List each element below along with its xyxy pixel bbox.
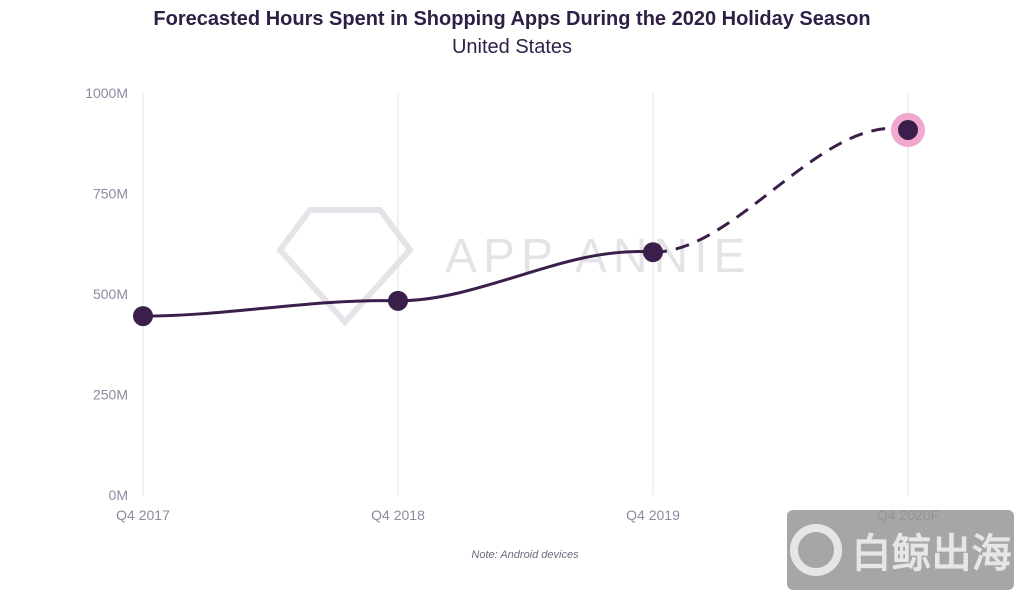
chart-subtitle: United States [451,36,573,58]
data-point [133,306,153,327]
y-tick-label: 0M [109,487,128,503]
forecast-line-segment [652,126,909,254]
line-segment [142,299,399,318]
chart-note: Note: Android devices [471,549,579,561]
x-tick-label: Q4 2018 [371,507,425,523]
line-segment [397,250,654,303]
y-tick-label: 1000M [85,85,128,101]
data-point [643,242,663,263]
y-tick-label: 250M [93,387,128,403]
data-point [898,119,918,140]
app-annie-watermark: APP ANNIE [276,207,746,327]
y-tick-label: 500M [93,286,128,302]
logo-icon [789,524,842,576]
x-tick-label: Q4 2019 [626,507,680,523]
corner-watermark: 白鲸出海 [787,510,1014,590]
y-tick-label: 750M [93,186,128,202]
corner-watermark-text: 白鲸出海 [851,532,1012,576]
chart-title: Forecasted Hours Spent in Shopping Apps … [153,8,871,30]
data-point [388,290,408,311]
x-tick-label: Q4 2017 [116,507,170,523]
